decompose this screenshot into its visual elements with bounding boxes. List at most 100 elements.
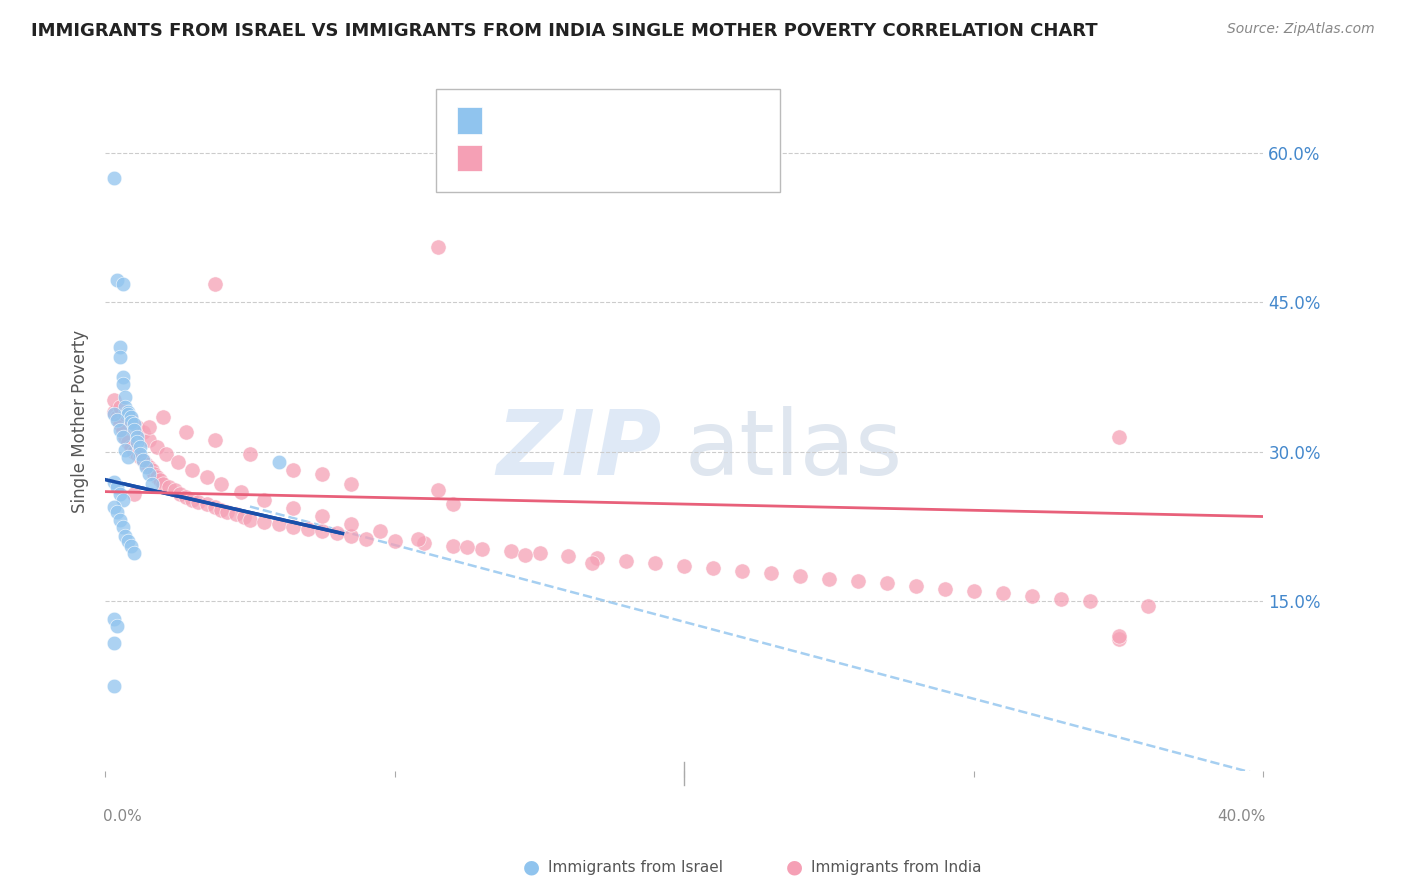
Point — [132, 452, 155, 467]
Point — [111, 430, 134, 444]
Point — [117, 434, 139, 449]
Point — [204, 500, 226, 514]
Point — [253, 492, 276, 507]
Point — [117, 534, 139, 549]
Point — [129, 450, 152, 464]
Text: R =: R = — [489, 149, 520, 167]
Point — [152, 409, 174, 424]
Point — [155, 447, 177, 461]
Point — [103, 392, 125, 407]
Text: N =: N = — [599, 112, 630, 129]
Point — [108, 340, 131, 354]
Y-axis label: Single Mother Poverty: Single Mother Poverty — [72, 330, 89, 514]
Point — [644, 557, 666, 571]
Point — [1108, 632, 1130, 647]
Point — [174, 490, 197, 504]
Point — [105, 480, 128, 494]
Point — [731, 565, 754, 579]
Point — [614, 554, 637, 568]
Point — [340, 516, 363, 531]
Point — [456, 541, 478, 555]
Point — [340, 529, 363, 543]
Point — [311, 467, 333, 481]
Point — [132, 452, 155, 467]
Point — [122, 417, 145, 431]
Text: -0.060: -0.060 — [531, 149, 591, 167]
Point — [122, 423, 145, 437]
Point — [114, 442, 136, 457]
Point — [215, 504, 238, 518]
Point — [166, 455, 188, 469]
Point — [143, 467, 166, 481]
Point — [105, 413, 128, 427]
Point — [513, 549, 536, 563]
Point — [103, 475, 125, 489]
Point — [108, 417, 131, 431]
Point — [354, 533, 377, 547]
Point — [111, 376, 134, 391]
Point — [129, 447, 152, 461]
Point — [368, 524, 391, 539]
Point — [146, 440, 169, 454]
Point — [152, 476, 174, 491]
Point — [138, 467, 160, 481]
Point — [125, 447, 148, 461]
Point — [103, 500, 125, 514]
Point — [120, 409, 142, 424]
Point — [108, 486, 131, 500]
Point — [114, 390, 136, 404]
Point — [991, 586, 1014, 600]
Point — [904, 579, 927, 593]
Text: Immigrants from Israel: Immigrants from Israel — [548, 860, 723, 874]
Point — [224, 507, 246, 521]
Point — [105, 619, 128, 633]
Point — [557, 549, 579, 564]
Text: Immigrants from India: Immigrants from India — [811, 860, 981, 874]
Point — [233, 509, 256, 524]
Point — [122, 486, 145, 500]
Point — [111, 370, 134, 384]
Point — [111, 492, 134, 507]
Point — [111, 519, 134, 533]
Point — [117, 407, 139, 421]
Point — [174, 425, 197, 439]
Point — [117, 450, 139, 464]
Point — [111, 423, 134, 437]
Point — [427, 483, 450, 497]
Point — [209, 502, 232, 516]
Point — [1108, 430, 1130, 444]
Point — [818, 572, 841, 586]
Point — [181, 492, 204, 507]
Point — [120, 415, 142, 429]
Text: N =: N = — [599, 149, 630, 167]
Point — [441, 497, 464, 511]
Point — [141, 463, 163, 477]
Text: 104: 104 — [637, 149, 672, 167]
Point — [1136, 599, 1159, 614]
Point — [326, 526, 349, 541]
Point — [103, 636, 125, 650]
Point — [108, 350, 131, 364]
Point — [283, 500, 305, 515]
Point — [111, 277, 134, 292]
Point — [204, 277, 226, 292]
Point — [103, 407, 125, 421]
Point — [441, 540, 464, 554]
Point — [876, 576, 898, 591]
Text: 0.0%: 0.0% — [103, 809, 142, 824]
Point — [105, 504, 128, 518]
Point — [283, 519, 305, 533]
Point — [673, 559, 696, 574]
Point — [412, 536, 434, 550]
Point — [427, 240, 450, 254]
Point — [157, 480, 180, 494]
Point — [267, 516, 290, 531]
Point — [122, 444, 145, 458]
Point — [149, 473, 172, 487]
Point — [204, 433, 226, 447]
Point — [406, 533, 429, 547]
Point — [114, 400, 136, 414]
Text: Source: ZipAtlas.com: Source: ZipAtlas.com — [1227, 22, 1375, 37]
Point — [267, 455, 290, 469]
Point — [138, 420, 160, 434]
